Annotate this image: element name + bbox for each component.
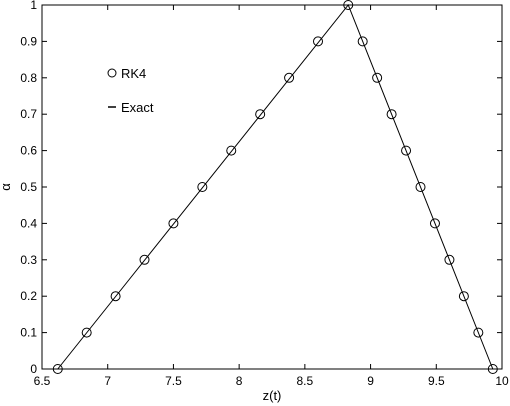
- y-axis-label: α: [0, 183, 13, 191]
- y-tick-label: 0.2: [20, 289, 37, 303]
- series-exact-line: [57, 4, 494, 370]
- x-axis-label: z(t): [263, 388, 282, 403]
- x-tick-label: 7.5: [165, 374, 182, 388]
- rk4-point: [197, 182, 208, 192]
- x-tick-label: 6.5: [34, 374, 51, 388]
- legend-exact-label: Exact: [121, 100, 154, 115]
- legend: RK4 Exact: [107, 66, 154, 115]
- rk4-point: [415, 182, 426, 192]
- x-tick-label: 8: [236, 374, 243, 388]
- rk4-point: [284, 72, 295, 83]
- rk4-point: [444, 254, 455, 265]
- rk4-point: [168, 218, 179, 229]
- x-tick-label: 10: [495, 374, 509, 388]
- y-tick-label: 0.7: [20, 107, 37, 121]
- y-tick-label: 0.8: [20, 71, 37, 85]
- y-tick-label: 1: [30, 0, 37, 12]
- rk4-point: [357, 36, 368, 47]
- x-tick-label: 7: [104, 374, 111, 388]
- x-tick-label: 9: [367, 374, 374, 388]
- ticks: 6.5 7 7.5 8 8.5 9 9.5 10 0 0.1 0.2 0.3 0.4 0.5 0.6 0.7 0…: [20, 0, 509, 388]
- plot-area: [41, 4, 503, 370]
- rk4-point: [139, 254, 150, 265]
- y-tick-label: 0.5: [20, 180, 37, 194]
- legend-rk4-marker: [107, 68, 117, 78]
- rk4-point: [343, 0, 354, 10]
- rk4-point: [458, 291, 469, 302]
- x-tick-label: 8.5: [297, 374, 314, 388]
- rk4-point: [401, 145, 412, 156]
- rk4-point: [386, 109, 397, 120]
- legend-rk4-label: RK4: [121, 66, 146, 81]
- rk4-point: [52, 364, 63, 374]
- rk4-point: [372, 72, 383, 83]
- y-tick-label: 0.4: [20, 216, 37, 230]
- y-tick-label: 0.1: [20, 326, 37, 340]
- y-tick-label: 0: [30, 362, 37, 376]
- y-tick-label: 0.3: [20, 253, 37, 267]
- rk4-point: [487, 364, 498, 374]
- y-tick-label: 0.9: [20, 34, 37, 48]
- rk4-point: [429, 218, 440, 229]
- y-tick-label: 0.6: [20, 144, 37, 158]
- rk4-point: [110, 291, 121, 302]
- rk4-point: [473, 327, 484, 338]
- plot-frame: [41, 4, 503, 370]
- x-tick-label: 9.5: [428, 374, 445, 388]
- rk4-point: [81, 327, 92, 338]
- rk4-point: [226, 145, 237, 156]
- rk4-point: [255, 109, 266, 120]
- rk4-point: [313, 36, 323, 47]
- series: [52, 0, 498, 374]
